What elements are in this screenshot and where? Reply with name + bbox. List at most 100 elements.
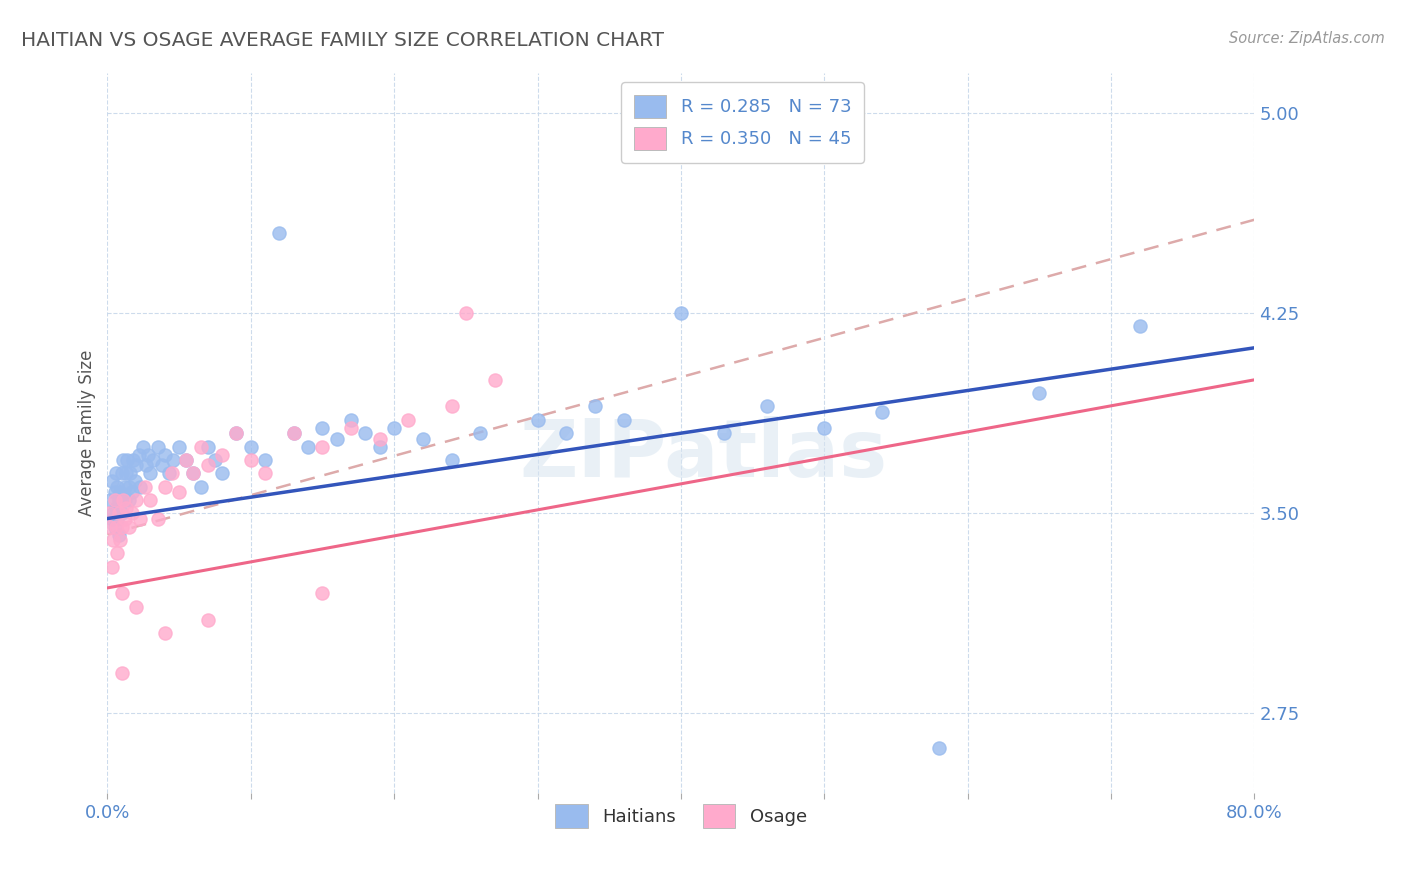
Point [454,306,477,320]
Point [104,466,127,480]
Point [111,519,134,533]
Point [382,421,405,435]
Point [98,519,121,533]
Point [326,432,349,446]
Point [128,448,150,462]
Point [204,453,226,467]
Point [98,492,121,507]
Point [129,511,152,525]
Point [398,413,420,427]
Point [470,426,492,441]
Point [813,421,835,435]
Point [136,448,159,462]
Point [108,506,131,520]
Point [153,448,176,462]
Point [354,426,377,441]
Point [118,519,141,533]
Point [125,492,148,507]
Point [117,453,139,467]
Point [129,479,152,493]
Point [167,484,190,499]
Text: ZIPatlas: ZIPatlas [520,416,889,494]
Point [254,466,277,480]
Point [111,466,134,480]
Point [190,440,212,454]
Point [555,426,578,441]
Point [100,559,122,574]
Point [167,440,190,454]
Point [756,400,779,414]
Point [183,466,205,480]
Point [114,479,136,493]
Point [112,492,135,507]
Point [122,453,145,467]
Point [283,426,305,441]
Point [150,458,173,473]
Point [283,426,305,441]
Point [111,586,134,600]
Point [311,421,333,435]
Point [440,400,463,414]
Point [114,492,136,507]
Point [368,432,391,446]
Point [669,306,692,320]
Point [107,479,129,493]
Point [132,440,155,454]
Point [111,506,134,520]
Point [146,511,169,525]
Point [97,506,120,520]
Point [211,448,233,462]
Point [103,484,125,499]
Point [440,453,463,467]
Point [100,474,122,488]
Point [269,226,291,240]
Point [101,533,124,547]
Point [174,453,197,467]
Point [254,453,277,467]
Point [114,511,136,525]
Point [928,741,950,756]
Point [368,440,391,454]
Point [121,484,143,499]
Point [115,466,138,480]
Point [225,426,247,441]
Point [125,458,148,473]
Point [110,484,132,499]
Point [103,519,125,533]
Point [1028,386,1050,401]
Point [107,546,129,560]
Point [713,426,735,441]
Point [146,440,169,454]
Point [311,586,333,600]
Point [340,413,363,427]
Point [225,426,247,441]
Point [103,492,125,507]
Point [870,405,893,419]
Point [115,500,138,515]
Point [118,492,141,507]
Point [1129,319,1152,334]
Point [340,421,363,435]
Point [121,506,143,520]
Point [311,440,333,454]
Point [239,440,262,454]
Point [190,479,212,493]
Point [111,666,134,681]
Point [110,533,132,547]
Point [613,413,636,427]
Point [197,458,219,473]
Point [153,626,176,640]
Y-axis label: Average Family Size: Average Family Size [79,350,96,516]
Point [139,492,162,507]
Point [526,413,548,427]
Text: HAITIAN VS OSAGE AVERAGE FAMILY SIZE CORRELATION CHART: HAITIAN VS OSAGE AVERAGE FAMILY SIZE COR… [21,31,664,50]
Point [112,453,135,467]
Point [118,479,141,493]
Point [124,474,146,488]
Point [104,519,127,533]
Point [153,479,176,493]
Point [160,466,183,480]
Point [239,453,262,467]
Legend: Haitians, Osage: Haitians, Osage [548,797,814,835]
Point [135,458,157,473]
